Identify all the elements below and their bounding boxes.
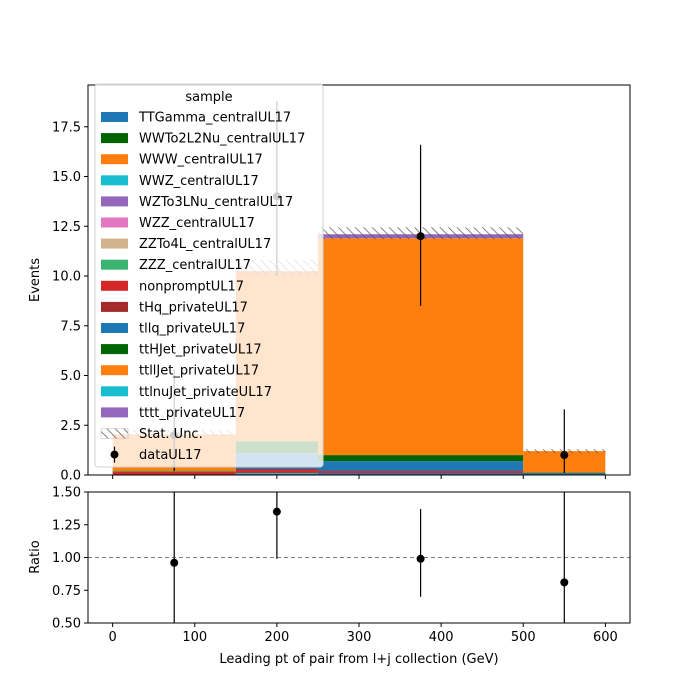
legend-swatch-13	[101, 386, 128, 397]
bar-series-10-bin-2	[317, 461, 524, 472]
legend-label-6: ZZTo4L_centralUL17	[139, 237, 271, 252]
bar-series-10-bin-3	[523, 473, 606, 475]
main-x-ticks	[112, 475, 606, 479]
legend-swatch-6	[101, 238, 128, 249]
legend-swatch-10	[101, 323, 128, 333]
main-y-tick-label-5: 12.5	[52, 220, 81, 235]
legend-swatch-1	[101, 133, 128, 144]
main-y-tick-label-3: 7.5	[60, 319, 81, 334]
ratio-x-ticks: 0 100 200 300 400 500 600	[108, 623, 618, 645]
legend-swatch-14	[101, 407, 128, 418]
legend-label-13: ttlnuJet_privateUL17	[139, 385, 272, 400]
ratio-frame	[87, 491, 631, 624]
data-point-2	[416, 232, 425, 241]
bar-series-11-bin-0	[112, 471, 236, 472]
legend-label-stat-unc: Stat. Unc.	[139, 427, 203, 442]
legend-swatch-0	[101, 112, 128, 122]
legend-label-2: WWW_centralUL17	[139, 153, 263, 168]
bar-series-8-bin-0	[112, 472, 236, 475]
ratio-y-axis-label: Ratio	[28, 540, 43, 573]
legend-label-4: WZTo3LNu_centralUL17	[139, 195, 293, 210]
main-y-ticks: 0.0 2.5 5.0 7.5 10.0 12.5 15.0 17.5	[52, 120, 88, 484]
legend-label-8: nonpromptUL17	[139, 279, 244, 294]
legend-swatch-stat-unc	[100, 428, 129, 439]
legend-title: sample	[185, 90, 232, 105]
main-y-axis-label: Events	[28, 258, 43, 302]
legend-label-0: TTGamma_centralUL17	[138, 111, 291, 126]
ratio-y-tick-label-4: 1.50	[52, 486, 81, 501]
ratio-y-tick-label-2: 1.00	[52, 551, 81, 566]
main-y-tick-label-2: 5.0	[60, 369, 81, 384]
legend-swatch-7	[101, 259, 128, 270]
ratio-point-3	[560, 578, 569, 587]
legend-frame	[94, 83, 324, 468]
data-point-3	[560, 451, 569, 460]
ratio-point-1	[272, 507, 281, 516]
ratio-y-tick-label-3: 1.25	[52, 518, 81, 533]
legend-swatch-4	[101, 196, 128, 207]
ratio-x-tick-label-1: 100	[182, 630, 207, 645]
legend-data-marker	[110, 450, 119, 459]
main-y-tick-label-6: 15.0	[52, 170, 81, 185]
main-panel: 0.0 2.5 5.0 7.5 10.0 12.5 15.0 17.5 Events samp…	[28, 83, 631, 484]
legend-label-11: ttHJet_privateUL17	[139, 343, 262, 358]
legend-label-14: tttt_privateUL17	[139, 406, 245, 421]
legend-label-9: tHq_privateUL17	[139, 300, 248, 315]
bar-series-0-bin-2	[317, 473, 524, 475]
bar-series-8-bin-2	[317, 471, 524, 474]
legend-swatch-12	[101, 365, 128, 376]
legend-label-1: WWTo2L2Nu_centralUL17	[139, 132, 305, 147]
legend: sample TTGamma_centralUL17 WWTo2L2Nu_cent…	[94, 83, 324, 468]
bar-series-11-bin-2	[317, 455, 524, 462]
legend-swatch-8	[101, 280, 128, 291]
bar-series-3-bin-1	[235, 473, 318, 475]
ratio-panel: 0.50 0.75 1.00 1.25 1.50 0 100 200 300 400 500 600…	[28, 486, 631, 667]
ratio-x-tick-label-2: 200	[264, 630, 289, 645]
main-y-tick-label-1: 2.5	[60, 419, 81, 434]
legend-swatch-3	[101, 175, 128, 186]
ratio-y-ticks: 0.50 0.75 1.00 1.25 1.50	[52, 486, 88, 632]
bar-series-8-bin-1	[235, 470, 318, 474]
ratio-y-tick-label-1: 0.75	[52, 584, 81, 599]
legend-swatch-5	[101, 217, 128, 228]
ratio-x-tick-label-5: 500	[511, 630, 536, 645]
ratio-x-tick-label-3: 300	[347, 630, 372, 645]
ratio-x-tick-label-0: 0	[108, 630, 116, 645]
bar-series-9-bin-1	[235, 469, 318, 471]
legend-label-data: dataUL17	[139, 448, 202, 463]
ratio-y-tick-label-0: 0.50	[52, 617, 81, 632]
legend-swatch-11	[101, 344, 128, 355]
ratio-points	[170, 492, 569, 623]
legend-label-3: WWZ_centralUL17	[139, 174, 259, 189]
legend-swatch-9	[101, 301, 128, 312]
legend-label-12: ttllJet_privateUL17	[139, 364, 259, 379]
ratio-point-2	[416, 554, 425, 563]
legend-label-5: WZZ_centralUL17	[139, 216, 255, 231]
ratio-x-tick-label-4: 400	[429, 630, 454, 645]
main-y-tick-label-0: 0.0	[60, 469, 81, 484]
legend-label-10: tllq_privateUL17	[139, 322, 245, 337]
bar-series-10-bin-0	[112, 471, 236, 473]
ratio-point-0	[170, 558, 179, 567]
main-y-tick-label-7: 17.5	[52, 120, 81, 135]
x-axis-label: Leading pt of pair from l+j collection (…	[219, 652, 498, 667]
legend-swatch-2	[101, 154, 128, 165]
ratio-x-tick-label-6: 600	[593, 630, 618, 645]
legend-label-7: ZZZ_centralUL17	[139, 258, 251, 273]
main-y-tick-label-4: 10.0	[52, 270, 81, 285]
